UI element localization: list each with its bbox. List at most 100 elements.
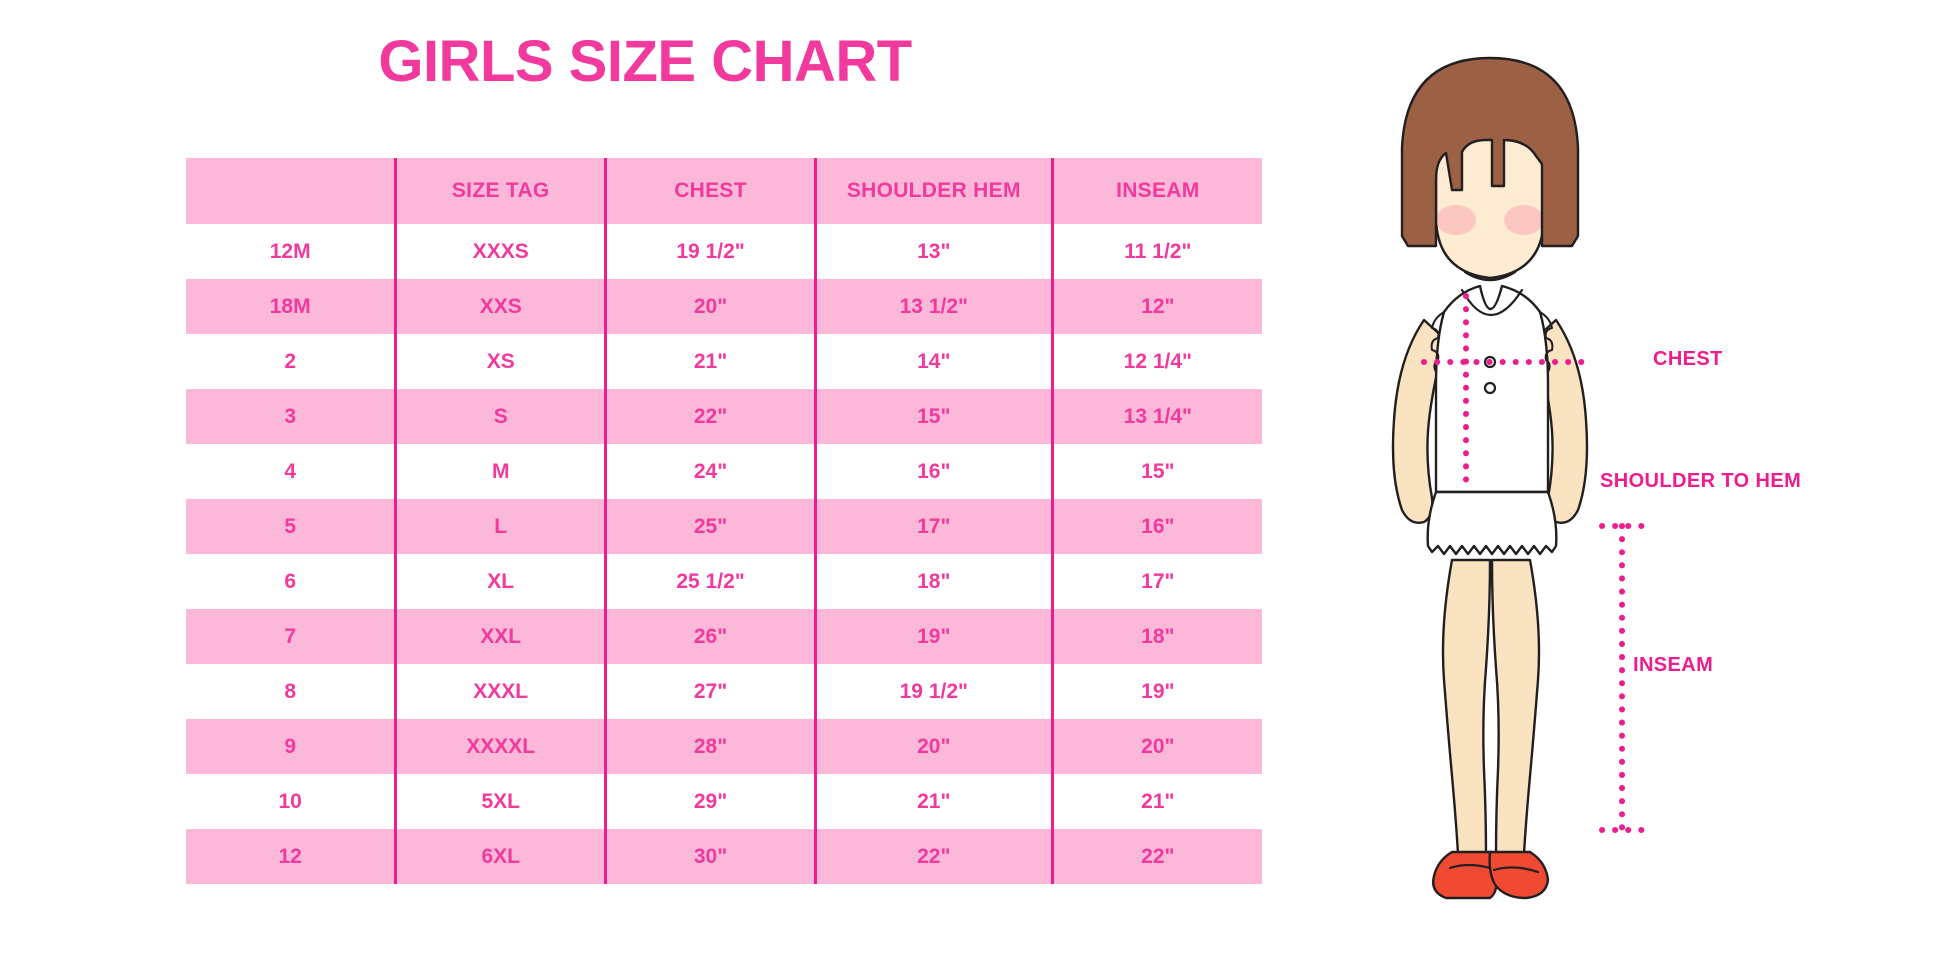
table-row: 10 5XL 29" 21" 21" — [186, 774, 1262, 829]
cell-size: 7 — [186, 609, 396, 664]
cell-size-tag: XL — [394, 554, 606, 609]
table-header: SIZE TAG CHEST SHOULDER HEM INSEAM — [186, 158, 1262, 224]
cell-shoulder-hem: 13" — [813, 224, 1053, 279]
table-row: 18M XXS 20" 13 1/2" 12" — [186, 279, 1262, 334]
cell-inseam: 16" — [1050, 499, 1262, 554]
leg-left-shape — [1441, 558, 1492, 856]
cell-inseam: 11 1/2" — [1050, 224, 1262, 279]
table-row: 12 6XL 30" 22" 22" — [186, 829, 1262, 884]
cell-chest: 20" — [604, 279, 816, 334]
table-row: 7 XXL 26" 19" 18" — [186, 609, 1262, 664]
cell-inseam: 12 1/4" — [1050, 334, 1262, 389]
table-row: 2 XS 21" 14" 12 1/4" — [186, 334, 1262, 389]
cell-shoulder-hem: 14" — [813, 334, 1053, 389]
hair-shape — [1400, 56, 1580, 248]
leg-right-shape — [1490, 558, 1541, 856]
cell-shoulder-hem: 15" — [813, 389, 1053, 444]
cell-shoulder-hem: 19 1/2" — [813, 664, 1053, 719]
table-row: 3 S 22" 15" 13 1/4" — [186, 389, 1262, 444]
skirt-garment-shape — [1426, 490, 1558, 556]
table-row: 5 L 25" 17" 16" — [186, 499, 1262, 554]
cell-size: 3 — [186, 389, 396, 444]
cell-size-tag: 5XL — [394, 774, 606, 829]
cell-size-tag: 6XL — [394, 829, 606, 884]
cell-inseam: 22" — [1050, 829, 1262, 884]
column-header-size — [186, 158, 396, 224]
cell-size-tag: L — [394, 499, 606, 554]
table-row: 8 XXXL 27" 19 1/2" 19" — [186, 664, 1262, 719]
cell-size-tag: XXXXL — [394, 719, 606, 774]
cell-size: 2 — [186, 334, 396, 389]
cell-inseam: 13 1/4" — [1050, 389, 1262, 444]
girl-illustration — [1340, 40, 1700, 920]
cell-size-tag: S — [394, 389, 606, 444]
cell-shoulder-hem: 16" — [813, 444, 1053, 499]
cell-shoulder-hem: 21" — [813, 774, 1053, 829]
column-header-inseam: INSEAM — [1050, 158, 1262, 224]
cell-size-tag: XS — [394, 334, 606, 389]
cell-inseam: 18" — [1050, 609, 1262, 664]
table-row: 12M XXXS 19 1/2" 13" 11 1/2" — [186, 224, 1262, 279]
cell-chest: 19 1/2" — [604, 224, 816, 279]
table-row: 6 XL 25 1/2" 18" 17" — [186, 554, 1262, 609]
button-lower — [1483, 381, 1497, 395]
cell-chest: 28" — [604, 719, 816, 774]
cell-shoulder-hem: 13 1/2" — [813, 279, 1053, 334]
shoe-right-shape — [1488, 850, 1550, 900]
cell-shoulder-hem: 17" — [813, 499, 1053, 554]
cell-size: 12 — [186, 829, 396, 884]
callout-label-inseam: INSEAM — [1633, 654, 1714, 676]
table-row: 4 M 24" 16" 15" — [186, 444, 1262, 499]
cell-size: 4 — [186, 444, 396, 499]
cheek-right-blush — [1504, 205, 1544, 235]
cell-inseam: 12" — [1050, 279, 1262, 334]
cell-size-tag: XXXL — [394, 664, 606, 719]
cell-chest: 30" — [604, 829, 816, 884]
cell-chest: 21" — [604, 334, 816, 389]
column-header-chest: CHEST — [604, 158, 816, 224]
cell-size: 12M — [186, 224, 396, 279]
column-header-size-tag: SIZE TAG — [394, 158, 606, 224]
callout-label-chest: CHEST — [1653, 348, 1723, 370]
cell-shoulder-hem: 20" — [813, 719, 1053, 774]
cell-chest: 25 1/2" — [604, 554, 816, 609]
cell-size-tag: XXS — [394, 279, 606, 334]
top-neckline — [1460, 288, 1524, 317]
cheek-left-blush — [1436, 205, 1476, 235]
table-header-row: SIZE TAG CHEST SHOULDER HEM INSEAM — [186, 158, 1262, 224]
sleeve-ruffle-right — [1539, 311, 1554, 373]
cell-size: 8 — [186, 664, 396, 719]
cell-size: 6 — [186, 554, 396, 609]
cell-shoulder-hem: 19" — [813, 609, 1053, 664]
cell-chest: 24" — [604, 444, 816, 499]
table-row: 9 XXXXL 28" 20" 20" — [186, 719, 1262, 774]
size-chart-table-container: SIZE TAG CHEST SHOULDER HEM INSEAM 12M XX… — [186, 158, 1262, 884]
cell-inseam: 17" — [1050, 554, 1262, 609]
cell-chest: 29" — [604, 774, 816, 829]
page-title: GIRLS SIZE CHART — [378, 29, 912, 94]
cell-chest: 27" — [604, 664, 816, 719]
cell-size-tag: M — [394, 444, 606, 499]
callout-label-shoulder-to-hem: SHOULDER TO HEM — [1600, 470, 1802, 492]
size-chart-table: SIZE TAG CHEST SHOULDER HEM INSEAM 12M XX… — [186, 158, 1262, 884]
cell-shoulder-hem: 22" — [813, 829, 1053, 884]
shoe-left-strap — [1448, 863, 1492, 870]
cell-size: 18M — [186, 279, 396, 334]
cell-size: 5 — [186, 499, 396, 554]
table-body: 12M XXXS 19 1/2" 13" 11 1/2" 18M XXS 20" 13 1/2"… — [186, 224, 1262, 884]
arm-left-shape — [1391, 318, 1448, 524]
cell-inseam: 21" — [1050, 774, 1262, 829]
cell-size: 10 — [186, 774, 396, 829]
cell-chest: 22" — [604, 389, 816, 444]
column-header-shoulder-hem: SHOULDER HEM — [813, 158, 1053, 224]
cell-inseam: 19" — [1050, 664, 1262, 719]
cell-shoulder-hem: 18" — [813, 554, 1053, 609]
cell-chest: 26" — [604, 609, 816, 664]
cell-size: 9 — [186, 719, 396, 774]
cell-size-tag: XXL — [394, 609, 606, 664]
cell-size-tag: XXXS — [394, 224, 606, 279]
cell-inseam: 15" — [1050, 444, 1262, 499]
shoe-right-strap — [1492, 866, 1540, 874]
shoe-left-shape — [1432, 850, 1498, 900]
cell-inseam: 20" — [1050, 719, 1262, 774]
